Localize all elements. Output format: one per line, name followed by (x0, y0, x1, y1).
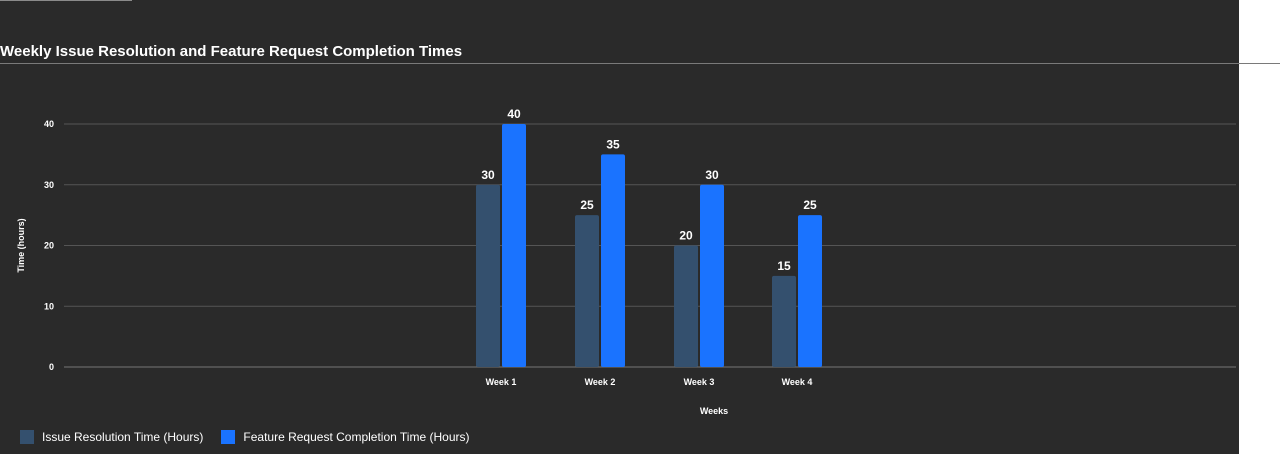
bar-feature-request (601, 154, 625, 367)
data-label: 15 (777, 259, 791, 273)
x-tick-label: Week 4 (782, 377, 813, 387)
legend-item[interactable]: Feature Request Completion Time (Hours) (221, 430, 469, 444)
chart-title: Weekly Issue Resolution and Feature Requ… (0, 43, 463, 60)
bar-feature-request (700, 184, 724, 367)
bar-issue-resolution (772, 275, 796, 367)
x-axis-label: Weeks (700, 406, 728, 416)
data-label: 20 (679, 229, 693, 243)
data-label: 40 (507, 107, 521, 121)
bar-issue-resolution (476, 184, 500, 367)
title-divider (0, 63, 1280, 64)
chart-legend: Issue Resolution Time (Hours) Feature Req… (20, 430, 487, 444)
y-tick-label: 30 (44, 180, 54, 190)
data-label: 30 (705, 168, 719, 182)
bar-chart: 0 10 20 30 40 Time (hours) 30 40 Week 1 25 35 Week … (16, 107, 1236, 416)
data-label: 25 (580, 198, 594, 212)
legend-label: Feature Request Completion Time (Hours) (243, 430, 470, 444)
data-label: 35 (606, 137, 620, 151)
tab-indicator (0, 0, 132, 1)
bar-issue-resolution (674, 245, 698, 367)
data-label: 25 (803, 198, 817, 212)
y-tick-label: 20 (44, 241, 54, 251)
legend-swatch (221, 430, 236, 444)
x-tick-label: Week 1 (486, 377, 517, 387)
y-axis-label: Time (hours) (16, 218, 26, 272)
x-tick-label: Week 2 (585, 377, 616, 387)
y-tick-label: 10 (44, 301, 54, 311)
x-tick-label: Week 3 (684, 377, 715, 387)
bar-feature-request (798, 215, 822, 367)
bar-issue-resolution (575, 215, 599, 367)
y-tick-label: 0 (49, 362, 54, 372)
legend-label: Issue Resolution Time (Hours) (42, 430, 204, 444)
y-tick-label: 40 (44, 119, 54, 129)
data-label: 30 (481, 168, 495, 182)
legend-swatch (20, 430, 34, 444)
bar-feature-request (502, 124, 526, 367)
legend-item[interactable]: Issue Resolution Time (Hours) (20, 430, 203, 444)
